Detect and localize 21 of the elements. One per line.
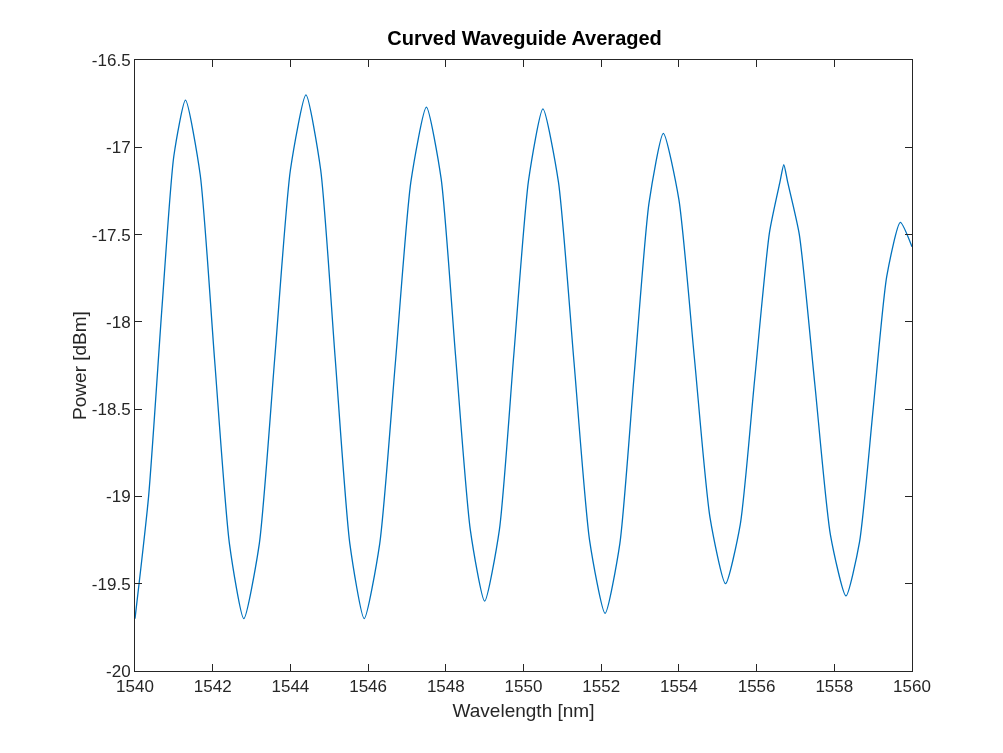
y-tick-label: -16.5 [91,50,131,70]
y-tick-label: -19 [106,487,131,507]
x-tick-label: 1542 [193,677,232,697]
x-tick-label: 1560 [893,677,931,697]
line-series [135,94,912,620]
chart-title: Curved Waveguide Averaged [387,26,662,49]
x-tick-label: 1552 [582,677,621,697]
y-axis-title: Power [dBm] [68,311,90,420]
y-tick-label: -18 [106,312,131,332]
x-tick-label: 1544 [271,677,310,697]
x-tick-label: 1550 [504,677,543,697]
y-tick-label: -19.5 [91,574,131,594]
x-tick-label: 1556 [737,677,776,697]
x-tick-label: 1548 [426,677,465,697]
y-tick-label: -17.5 [91,225,131,245]
x-axis-title: Wavelength [nm] [452,700,595,722]
x-tick-label: 1554 [659,677,698,697]
x-tick-label: 1558 [815,677,854,697]
y-tick-label: -17 [106,138,131,158]
y-tick-label: -18.5 [91,400,131,420]
x-tick-label: 1546 [349,677,388,697]
